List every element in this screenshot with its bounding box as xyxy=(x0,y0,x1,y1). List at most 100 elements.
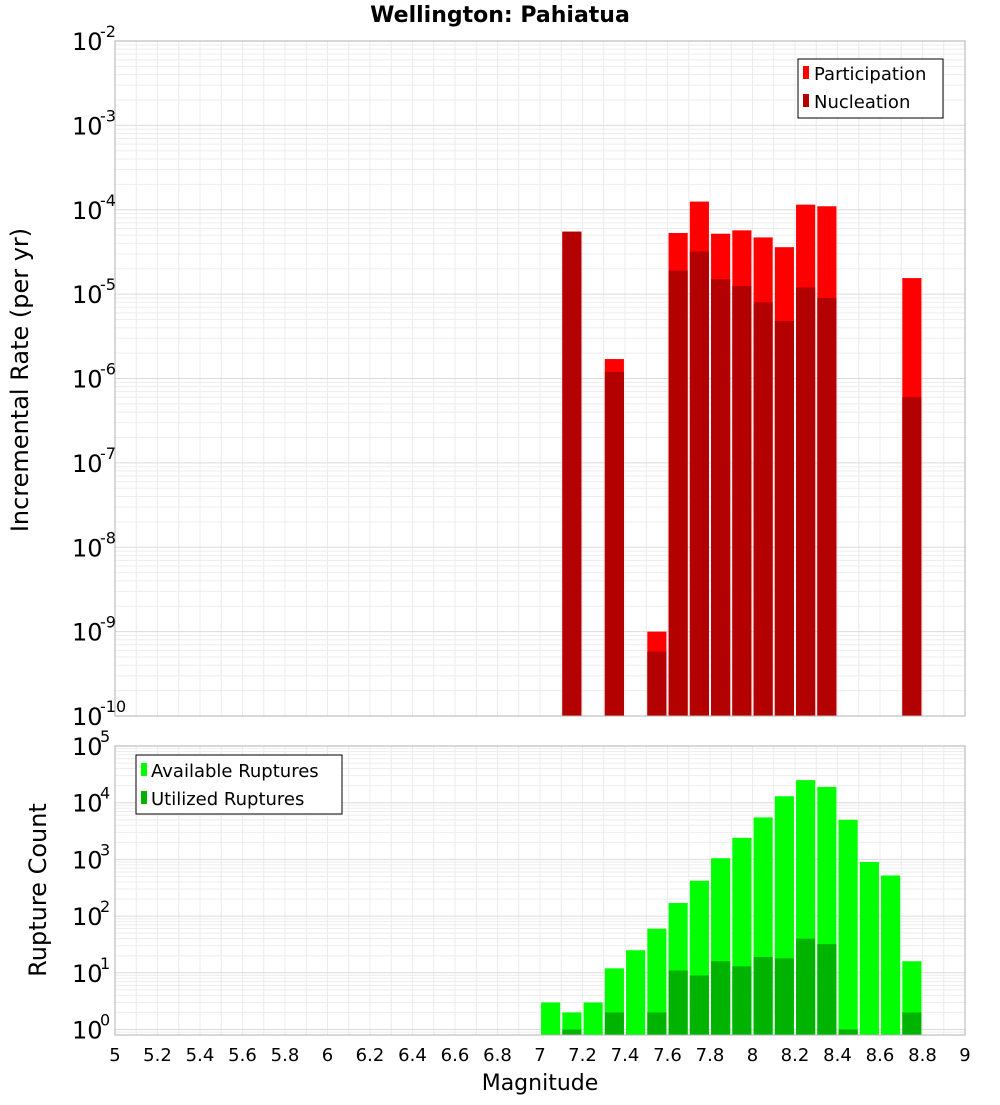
y-tick-label: 10 xyxy=(72,1017,103,1045)
y-tick-label: 10 xyxy=(72,366,103,394)
bar-available-ruptures xyxy=(626,950,646,1035)
x-tick-label: 6.6 xyxy=(441,1045,470,1066)
y-tick-label: 10 xyxy=(72,703,103,731)
x-tick-label: 9 xyxy=(959,1045,970,1066)
legend-swatch-utilized xyxy=(141,791,147,804)
bar-utilized-ruptures xyxy=(838,1029,858,1035)
bar-available-ruptures xyxy=(541,1002,561,1035)
rupture-legend: Available Ruptures Utilized Ruptures xyxy=(135,754,343,815)
y-tick-label: 10 xyxy=(72,450,103,478)
x-tick-label: 7 xyxy=(534,1045,545,1066)
x-tick-label: 6 xyxy=(322,1045,333,1066)
y-tick-exponent: -9 xyxy=(100,613,116,632)
bar-utilized-ruptures xyxy=(562,1029,582,1035)
bar-available-ruptures xyxy=(583,1002,603,1035)
x-tick-label: 7.4 xyxy=(611,1045,640,1066)
y-tick-exponent: 2 xyxy=(100,897,110,916)
x-tick-label: 5.2 xyxy=(143,1045,172,1066)
rupture-y-axis-label: Rupture Count xyxy=(24,803,52,977)
bar-nucleation xyxy=(562,231,582,716)
x-axis-label: Magnitude xyxy=(482,1071,599,1096)
y-tick-exponent: -8 xyxy=(100,528,116,547)
bar-available-ruptures xyxy=(859,861,879,1035)
rate-legend: Participation Nucleation xyxy=(797,58,944,119)
y-tick-label: 10 xyxy=(72,28,103,56)
bar-available-ruptures xyxy=(838,819,858,1035)
bar-utilized-ruptures xyxy=(604,1012,624,1035)
bar-utilized-ruptures xyxy=(732,966,752,1035)
x-tick-label: 8.4 xyxy=(823,1045,852,1066)
y-tick-exponent: -2 xyxy=(100,22,116,41)
y-tick-label: 10 xyxy=(72,112,103,140)
bar-available-ruptures xyxy=(562,1012,582,1035)
x-tick-label: 6.2 xyxy=(356,1045,385,1066)
bar-utilized-ruptures xyxy=(689,975,709,1035)
bar-available-ruptures xyxy=(647,928,667,1035)
y-tick-exponent: -6 xyxy=(100,360,116,379)
y-tick-label: 10 xyxy=(72,903,103,931)
chart-title: Wellington: Pahiatua xyxy=(370,3,630,28)
rate-bars xyxy=(562,201,922,717)
bar-utilized-ruptures xyxy=(753,956,773,1035)
y-tick-exponent: 1 xyxy=(100,954,110,973)
rate-grid xyxy=(114,41,966,717)
x-tick-label: 5.6 xyxy=(228,1045,257,1066)
x-tick-label: 8.6 xyxy=(866,1045,895,1066)
bar-utilized-ruptures xyxy=(902,1012,922,1035)
x-tick-label: 8.8 xyxy=(908,1045,937,1066)
y-tick-label: 10 xyxy=(72,281,103,309)
y-tick-label: 10 xyxy=(72,846,103,874)
legend-label-participation: Participation xyxy=(814,64,926,85)
y-tick-exponent: 3 xyxy=(100,840,110,859)
bar-utilized-ruptures xyxy=(711,961,731,1035)
y-tick-label: 10 xyxy=(72,534,103,562)
y-tick-exponent: -7 xyxy=(100,444,116,463)
y-tick-label: 10 xyxy=(72,619,103,647)
bar-utilized-ruptures xyxy=(796,938,816,1035)
y-tick-exponent: -4 xyxy=(100,191,116,210)
x-tick-label: 6.8 xyxy=(483,1045,512,1066)
bar-nucleation xyxy=(774,321,794,716)
x-tick-label: 5 xyxy=(109,1045,120,1066)
legend-swatch-nucleation xyxy=(803,94,809,107)
y-tick-exponent: -3 xyxy=(100,106,116,125)
rupture-legend-box xyxy=(135,754,343,815)
x-tick-label: 8 xyxy=(747,1045,758,1066)
y-tick-label: 10 xyxy=(72,733,103,761)
legend-label-available: Available Ruptures xyxy=(151,761,319,782)
bar-nucleation xyxy=(668,270,688,716)
rate-legend-box xyxy=(797,58,944,119)
bar-nucleation xyxy=(796,287,816,716)
rupture-plot-border xyxy=(114,745,966,1036)
bar-utilized-ruptures xyxy=(668,970,688,1035)
y-tick-exponent: 0 xyxy=(100,1011,110,1030)
bar-nucleation xyxy=(604,371,624,716)
bar-utilized-ruptures xyxy=(647,1012,667,1035)
y-tick-exponent: 4 xyxy=(100,784,110,803)
y-tick-exponent: -5 xyxy=(100,275,116,294)
x-tick-label: 7.2 xyxy=(568,1045,597,1066)
bar-available-ruptures xyxy=(881,875,901,1035)
legend-label-nucleation: Nucleation xyxy=(814,92,910,113)
y-tick-exponent: 5 xyxy=(100,727,110,746)
y-tick-label: 10 xyxy=(72,790,103,818)
bar-nucleation xyxy=(817,297,837,716)
y-tick-label: 10 xyxy=(72,197,103,225)
bar-utilized-ruptures xyxy=(774,958,794,1035)
bar-nucleation xyxy=(902,397,922,716)
y-tick-label: 10 xyxy=(72,960,103,988)
x-axis-ticks: 5 5.2 5.4 5.6 5.8 6 6.2 6.4 6.6 6.8 7 7.2 7.4 7.6 7.8 8… xyxy=(109,1045,970,1066)
bar-nucleation xyxy=(647,651,667,716)
bar-nucleation xyxy=(732,285,752,716)
y-tick-exponent: -10 xyxy=(100,697,126,716)
legend-swatch-available xyxy=(141,763,147,776)
rate-plot-border xyxy=(114,40,966,717)
rupture-bars xyxy=(541,780,922,1035)
x-tick-label: 5.4 xyxy=(186,1045,215,1066)
x-tick-label: 7.8 xyxy=(696,1045,725,1066)
